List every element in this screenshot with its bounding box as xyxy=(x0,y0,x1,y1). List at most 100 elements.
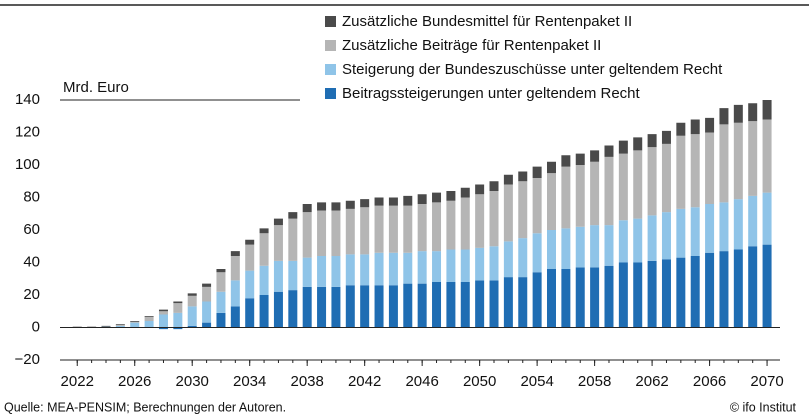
bar-segment xyxy=(475,194,485,248)
bar-segment xyxy=(302,257,312,287)
bar-segment xyxy=(173,301,183,304)
bar-segment xyxy=(144,316,154,317)
bar-segment xyxy=(748,195,758,247)
bar-segment xyxy=(489,246,499,281)
bar-segment xyxy=(187,293,197,296)
bar-segment xyxy=(288,218,298,261)
bar-segment xyxy=(489,280,499,328)
bar-segment xyxy=(216,312,226,328)
bar-segment xyxy=(604,145,614,157)
bar-segment xyxy=(417,204,427,252)
bar-segment xyxy=(762,192,772,245)
bar-segment xyxy=(331,202,341,211)
bar-segment xyxy=(604,225,614,266)
x-tick-label: 2038 xyxy=(290,373,323,390)
bar-segment xyxy=(288,290,298,328)
bar-segment xyxy=(604,265,614,328)
bar-segment xyxy=(561,155,571,167)
bar-segment xyxy=(417,194,427,204)
bar-segment xyxy=(618,153,628,221)
bar-segment xyxy=(360,285,370,328)
bar-segment xyxy=(158,311,168,315)
bar-segment xyxy=(460,197,470,250)
bar-segment xyxy=(388,252,398,286)
bar-segment xyxy=(633,137,643,151)
bar-segment xyxy=(388,205,398,253)
bar-segment xyxy=(259,265,269,295)
bar-segment xyxy=(590,150,600,162)
bar-segment xyxy=(733,122,743,200)
bar-segment xyxy=(733,199,743,250)
bar-segment xyxy=(173,327,183,330)
y-tick-label: 20 xyxy=(23,286,40,303)
bar-segment xyxy=(130,321,140,323)
bar-segment xyxy=(230,306,240,328)
y-tick-label: 40 xyxy=(23,253,40,270)
bar-segment xyxy=(288,212,298,219)
bar-segment xyxy=(216,269,226,273)
bar-segment xyxy=(158,314,168,328)
bar-segment xyxy=(561,269,571,328)
bar-segment xyxy=(432,251,442,282)
bar-segment xyxy=(317,210,327,256)
bar-segment xyxy=(360,254,370,286)
bar-segment xyxy=(719,124,729,203)
bar-segment xyxy=(345,254,355,286)
x-tick-label: 2058 xyxy=(578,373,611,390)
bar-segment xyxy=(374,252,384,286)
bar-segment xyxy=(202,322,212,328)
legend-swatch xyxy=(325,16,336,27)
bar-segment xyxy=(503,174,513,185)
x-tick-label: 2070 xyxy=(750,373,783,390)
bar-segment xyxy=(676,208,686,258)
bar-segment xyxy=(101,325,111,327)
bar-segment xyxy=(216,291,226,313)
bar-segment xyxy=(633,150,643,219)
bar-segment xyxy=(475,184,485,195)
bar-segment xyxy=(518,277,528,328)
legend-label: Beitragssteigerungen unter geltendem Rec… xyxy=(342,85,641,102)
x-tick-label: 2046 xyxy=(405,373,438,390)
bar-segment xyxy=(475,247,485,281)
y-axis-label: Mrd. Euro xyxy=(63,79,129,96)
bar-segment xyxy=(230,280,240,307)
y-tick-label: 0 xyxy=(32,318,40,335)
bar-segment xyxy=(719,108,729,125)
bar-segment xyxy=(403,195,413,206)
bar-segment xyxy=(216,272,226,292)
bar-segment xyxy=(719,251,729,328)
bar-segment xyxy=(690,134,700,208)
bar-segment xyxy=(345,208,355,255)
bar-segment xyxy=(273,260,283,292)
x-tick-label: 2030 xyxy=(176,373,209,390)
bar-segment xyxy=(403,205,413,253)
bar-segment xyxy=(130,321,140,322)
bar-segment xyxy=(374,205,384,253)
bar-segment xyxy=(388,285,398,328)
bar-segment xyxy=(748,246,758,328)
x-tick-label: 2026 xyxy=(118,373,151,390)
bar-segment xyxy=(575,165,585,227)
bar-segment xyxy=(676,257,686,328)
bar-segment xyxy=(532,166,542,178)
legend-swatch xyxy=(325,40,336,51)
bar-segment xyxy=(403,252,413,284)
bar-segment xyxy=(360,199,370,208)
bar-segment xyxy=(432,192,442,203)
bar-segment xyxy=(460,249,470,282)
bar-segment xyxy=(317,202,327,211)
x-tick-label: 2050 xyxy=(463,373,496,390)
x-tick-label: 2054 xyxy=(520,373,553,390)
bar-segment xyxy=(590,161,600,226)
x-tick-label: 2022 xyxy=(61,373,94,390)
bar-segment xyxy=(446,282,456,328)
bar-segment xyxy=(187,306,197,326)
source: Quelle: MEA-PENSIM; Berechnungen der Aut… xyxy=(4,400,286,414)
bar-segment xyxy=(661,212,671,260)
bar-segment xyxy=(705,252,715,328)
y-tick-label: −20 xyxy=(15,351,40,368)
y-tick-label: 100 xyxy=(15,156,40,173)
y-tick-label: 60 xyxy=(23,221,40,238)
bar-segment xyxy=(331,256,341,287)
